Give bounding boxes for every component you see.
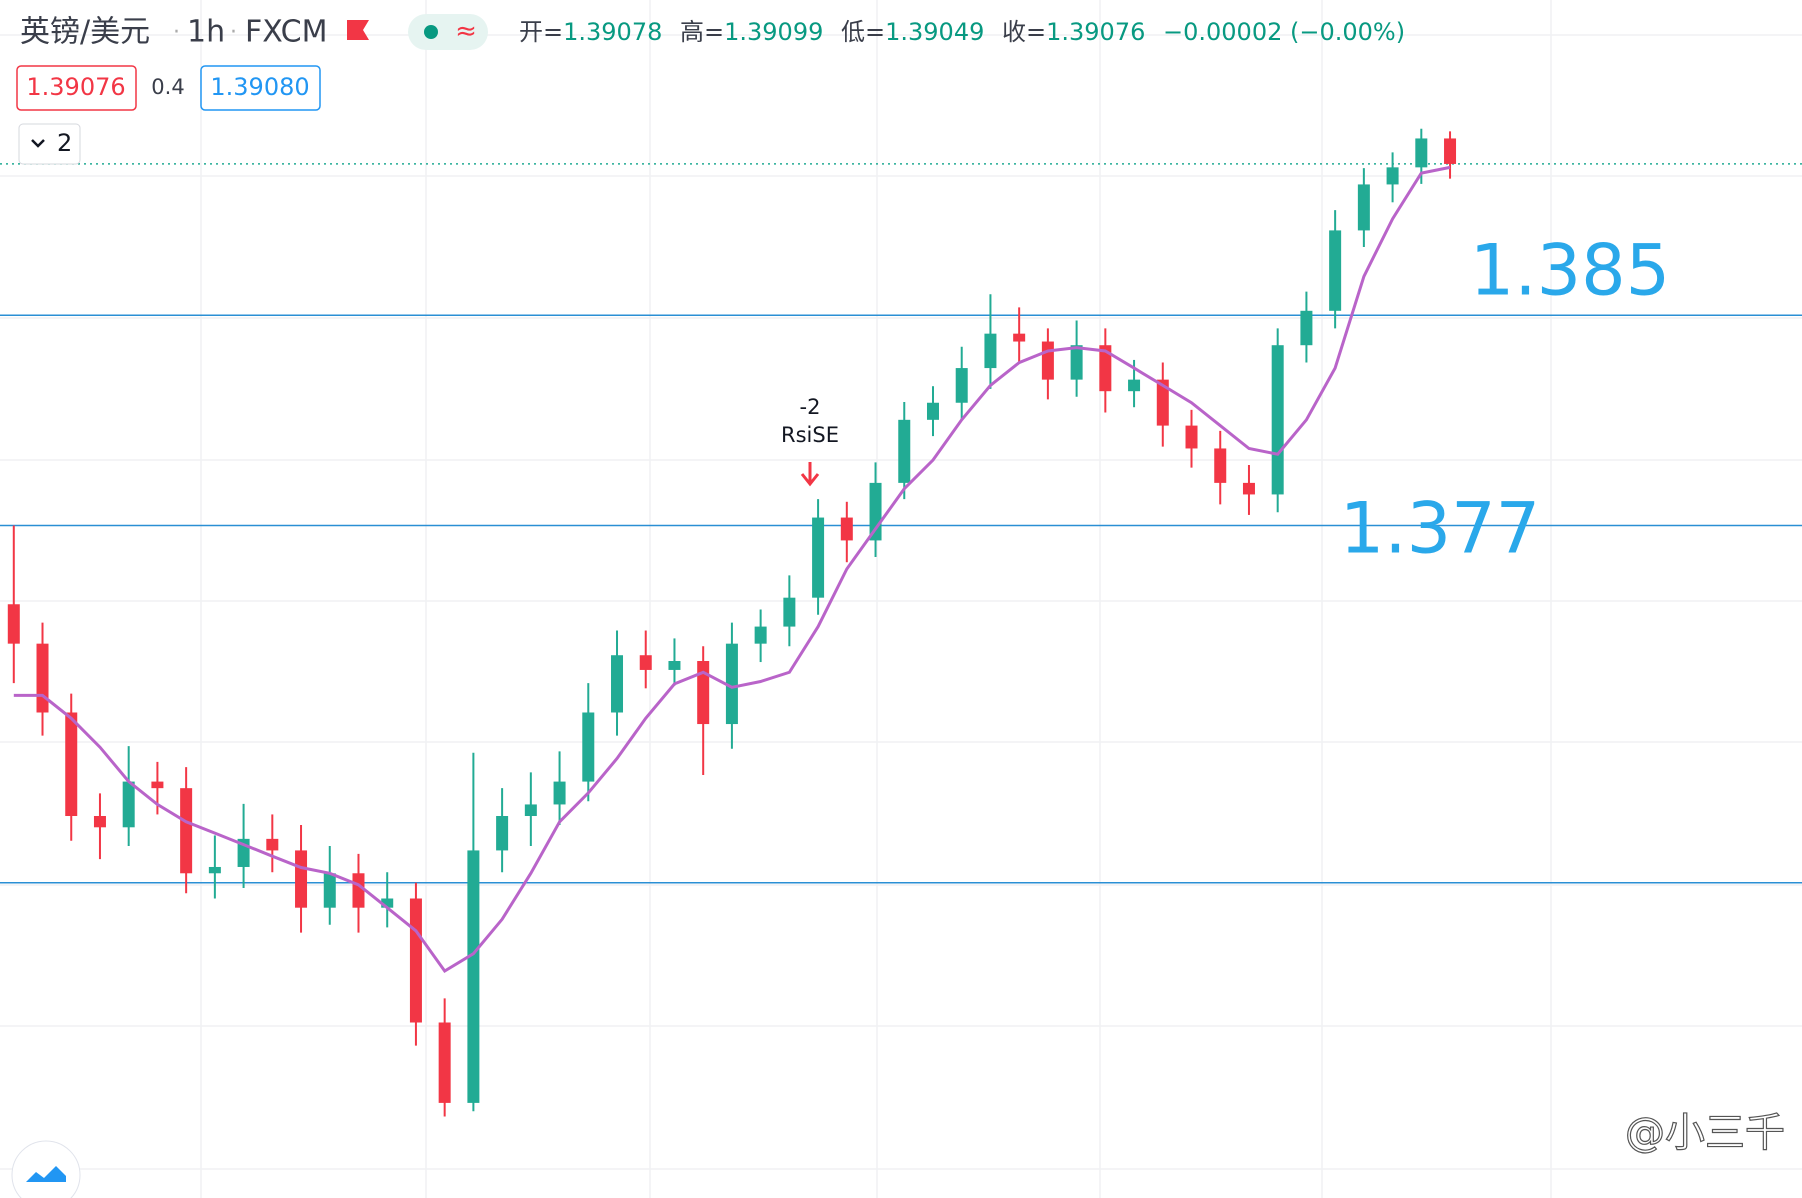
candle-body	[1128, 379, 1141, 392]
candle-body	[496, 816, 509, 851]
candle-body	[151, 781, 164, 789]
signal-name: RsiSE	[781, 423, 839, 447]
candle-body	[898, 419, 911, 483]
candle-body	[524, 804, 537, 817]
ohlc-label: 高=	[680, 18, 724, 46]
candle-body	[1386, 167, 1399, 185]
indicator-toggle[interactable]	[18, 123, 81, 165]
candle-body	[1070, 345, 1083, 380]
candle-body	[93, 816, 106, 828]
spread: 0.4	[151, 75, 184, 99]
interval[interactable]: 1h	[187, 15, 225, 50]
status-dot	[424, 25, 438, 39]
ohlc-value: 1.39099	[724, 18, 823, 46]
candle-body	[1329, 230, 1342, 311]
sell-button[interactable]	[16, 65, 137, 111]
plot: 1.385 1.377	[0, 128, 1802, 1117]
dot: ·	[173, 20, 180, 45]
status-icon: ≈	[455, 17, 477, 47]
candle-body	[1357, 184, 1370, 231]
indicator-count: 2	[57, 129, 72, 157]
candle-body	[754, 626, 767, 644]
watermark: @小三千	[1625, 1110, 1785, 1156]
exchange: FXCM	[245, 15, 327, 50]
candle-body	[697, 661, 710, 725]
ohlc-value: 1.39078	[563, 18, 662, 46]
flag-icon[interactable]	[347, 20, 369, 40]
candle-body	[36, 643, 49, 713]
candle-body	[783, 597, 796, 627]
candle-body	[1185, 425, 1198, 449]
candle-body	[1099, 345, 1112, 392]
signal-count: -2	[800, 395, 821, 419]
candle-body	[1415, 138, 1428, 168]
ohlc-label: 开=	[519, 18, 563, 46]
ask-price: 1.39080	[210, 73, 309, 101]
candle-body	[553, 781, 566, 805]
candle-body	[1013, 333, 1026, 342]
status-pill[interactable]	[408, 14, 488, 50]
level-label: 1.377	[1340, 487, 1540, 569]
candle-body	[840, 517, 853, 541]
candle-body	[381, 898, 394, 908]
candle-body	[295, 850, 308, 908]
candle-body	[1444, 138, 1457, 164]
signal-arrow	[800, 462, 820, 487]
candle-body	[409, 898, 422, 1023]
candle-body	[1041, 341, 1054, 380]
candle-body	[1242, 482, 1255, 495]
candle-body	[1271, 345, 1284, 495]
candle-body	[984, 333, 997, 369]
candle-body	[582, 712, 595, 782]
candle-body	[1156, 379, 1169, 426]
candle-body	[611, 655, 624, 713]
buy-button[interactable]	[200, 65, 321, 111]
candle-body	[955, 368, 968, 403]
ohlc-label: 低=	[841, 18, 885, 46]
candle-body	[208, 866, 221, 874]
candle-body	[1300, 310, 1313, 346]
candle-body	[438, 1022, 451, 1103]
candle-body	[639, 655, 652, 670]
candle-body	[467, 850, 480, 1103]
candle-body	[266, 838, 279, 851]
candle-body	[668, 661, 681, 670]
candle-body	[323, 873, 336, 908]
candle-body	[725, 643, 738, 725]
dot: ·	[230, 20, 237, 45]
candle-body	[926, 402, 939, 420]
candle-body	[812, 517, 825, 598]
logo-badge[interactable]	[11, 1140, 81, 1198]
chevron	[31, 139, 45, 148]
candle-body	[352, 873, 365, 908]
ohlc-label: 收=	[1002, 18, 1046, 46]
ohlc-value: 1.39076	[1046, 18, 1145, 46]
ohlc-change: −0.00002 (−0.00%)	[1163, 18, 1405, 46]
bid-price: 1.39076	[26, 73, 125, 101]
candle-body	[180, 788, 193, 874]
ohlc: 开=1.39078 高=1.39099 低=1.39049 收=1.39076 …	[519, 18, 1405, 46]
symbol: 英镑/美元	[20, 15, 150, 50]
candle-body	[65, 712, 78, 817]
moving-average	[13, 165, 1451, 974]
ohlc-value: 1.39049	[885, 18, 984, 46]
candle-body	[122, 781, 135, 828]
level-label: 1.385	[1470, 229, 1670, 311]
logo	[26, 1166, 66, 1182]
candle-body	[1214, 448, 1227, 483]
candle-body	[869, 482, 882, 541]
candle-body	[7, 604, 20, 644]
